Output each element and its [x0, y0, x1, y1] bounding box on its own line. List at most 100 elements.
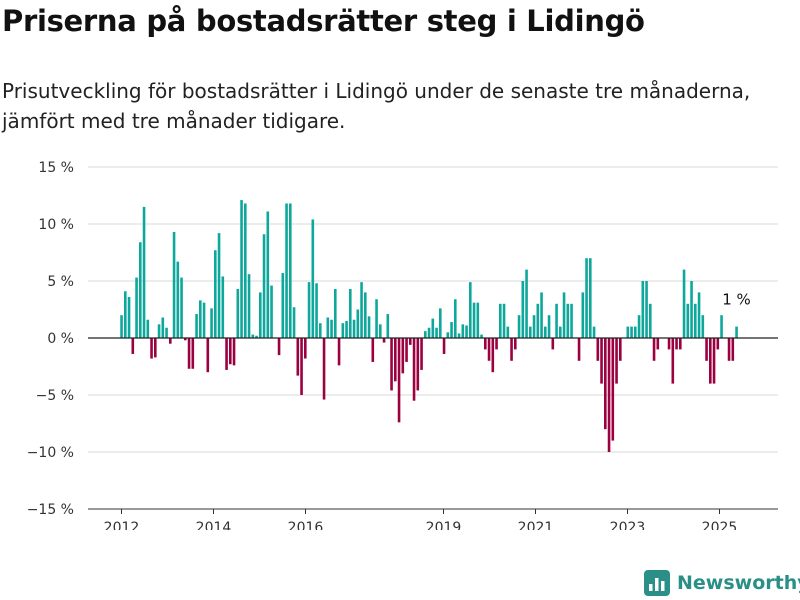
bar — [217, 233, 221, 338]
bar — [570, 303, 573, 338]
bar — [244, 203, 247, 338]
bar — [356, 309, 360, 338]
bar — [326, 317, 330, 338]
bar — [521, 281, 525, 338]
bar — [487, 338, 491, 361]
bar — [615, 338, 618, 384]
bar — [592, 326, 596, 338]
bar — [120, 315, 123, 338]
bar — [334, 288, 337, 338]
bar — [281, 273, 285, 338]
bar — [559, 326, 562, 338]
bar — [292, 307, 296, 338]
x-tick-label: 2012 — [104, 520, 140, 530]
bar — [641, 281, 645, 338]
y-axis-tick-labels: 15 % 10 % 5 % 0 % −5 % −10 % −15 % — [27, 160, 74, 518]
bar — [195, 314, 198, 338]
bar — [412, 338, 416, 401]
bar — [540, 292, 543, 338]
bar — [199, 300, 202, 338]
bar-chart-logo-icon — [644, 570, 670, 596]
bar — [247, 274, 251, 338]
bar — [645, 281, 648, 338]
brand-logo: Newsworthy — [644, 568, 800, 598]
bar — [634, 326, 637, 338]
grid-lines — [88, 166, 778, 453]
bar — [131, 338, 135, 354]
bar — [330, 319, 333, 338]
bar — [506, 326, 510, 338]
bar — [150, 338, 153, 359]
bar — [435, 327, 438, 338]
bar — [352, 319, 356, 338]
bar — [547, 315, 551, 338]
bar — [375, 299, 378, 338]
y-tick-label: −10 % — [27, 445, 74, 461]
bar — [562, 292, 566, 338]
bar — [735, 326, 738, 338]
bar — [142, 206, 146, 338]
bar — [315, 283, 318, 338]
bar — [127, 296, 131, 338]
bar — [405, 338, 408, 362]
bar — [154, 338, 157, 358]
bar — [585, 258, 588, 338]
bar — [322, 338, 326, 400]
bar — [202, 302, 206, 338]
bar — [394, 338, 397, 382]
bar-chart: 15 %10 %5 %0 %−5 %−10 %−15 % 2012 2014 201… — [27, 160, 778, 530]
bar — [206, 338, 210, 373]
bar — [461, 324, 465, 338]
bar — [589, 258, 592, 338]
bar — [731, 338, 735, 361]
bar — [581, 292, 585, 338]
bar — [191, 338, 195, 369]
y-tick-label: 10 % — [38, 217, 74, 233]
bar — [630, 326, 633, 338]
bar — [727, 338, 731, 361]
bar — [499, 303, 502, 338]
bar — [289, 203, 292, 338]
bar — [420, 338, 423, 370]
bar — [157, 324, 161, 338]
y-tick-label: −15 % — [27, 502, 74, 518]
bar — [345, 320, 348, 338]
x-tick-label: 2023 — [610, 520, 646, 530]
bars — [120, 200, 738, 452]
bar — [510, 338, 513, 361]
bar — [619, 338, 622, 361]
bar — [697, 292, 701, 338]
bar — [259, 292, 262, 338]
bar — [135, 277, 138, 338]
bar — [649, 303, 652, 338]
bar — [502, 303, 506, 338]
bar — [360, 282, 363, 338]
bar — [607, 338, 611, 452]
y-tick-label: 0 % — [47, 331, 74, 347]
bar — [671, 338, 675, 384]
x-axis-tick-labels: 2012 2014 2016 2019 2021 2023 2025 — [104, 509, 738, 530]
bar — [472, 302, 476, 338]
bar — [390, 338, 393, 391]
bar — [720, 315, 723, 338]
bar — [712, 338, 716, 384]
bar — [525, 269, 528, 338]
x-tick-label: 2021 — [518, 520, 554, 530]
bar — [262, 234, 266, 338]
bar — [184, 338, 187, 341]
bar — [517, 315, 521, 338]
bar — [529, 326, 532, 338]
bar — [457, 333, 461, 338]
bar — [442, 338, 446, 354]
bar — [701, 315, 705, 338]
bar — [146, 319, 150, 338]
bar — [349, 288, 352, 338]
bar — [626, 326, 630, 338]
bar — [427, 327, 431, 338]
last-value-label: 1 % — [722, 291, 751, 309]
bar — [277, 338, 281, 356]
bar — [716, 338, 720, 350]
bar — [544, 326, 547, 338]
bar — [232, 338, 236, 366]
x-tick-label: 2025 — [702, 520, 738, 530]
